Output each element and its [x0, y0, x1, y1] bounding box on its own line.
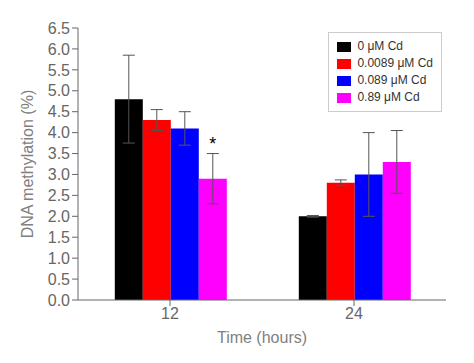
html-text:0.89 μM Cd: 0.89 μM Cd — [357, 90, 420, 104]
svg-text:24: 24 — [345, 305, 363, 322]
svg-text:3.0: 3.0 — [48, 166, 70, 183]
svg-text:4.5: 4.5 — [48, 103, 70, 120]
svg-text:DNA methylation (%): DNA methylation (%) — [19, 90, 36, 239]
svg-text:Time (hours): Time (hours) — [217, 329, 307, 346]
svg-text:0.0: 0.0 — [48, 292, 70, 309]
svg-text:0.5: 0.5 — [48, 271, 70, 288]
html-text:0.089 μM Cd: 0.089 μM Cd — [357, 73, 427, 87]
svg-text:3.5: 3.5 — [48, 145, 70, 162]
svg-text:6.5: 6.5 — [48, 20, 70, 37]
svg-text:2.0: 2.0 — [48, 208, 70, 225]
svg-text:1.0: 1.0 — [48, 250, 70, 267]
html-text:0 μM Cd: 0 μM Cd — [357, 39, 403, 53]
svg-text:*: * — [209, 134, 216, 154]
svg-text:5.5: 5.5 — [48, 62, 70, 79]
svg-text:5.0: 5.0 — [48, 82, 70, 99]
svg-text:1.5: 1.5 — [48, 229, 70, 246]
svg-text:4.0: 4.0 — [48, 124, 70, 141]
svg-text:12: 12 — [161, 305, 179, 322]
svg-text:2.5: 2.5 — [48, 187, 70, 204]
html-text:0.0089 μM Cd: 0.0089 μM Cd — [357, 56, 433, 70]
svg-text:6.0: 6.0 — [48, 41, 70, 58]
